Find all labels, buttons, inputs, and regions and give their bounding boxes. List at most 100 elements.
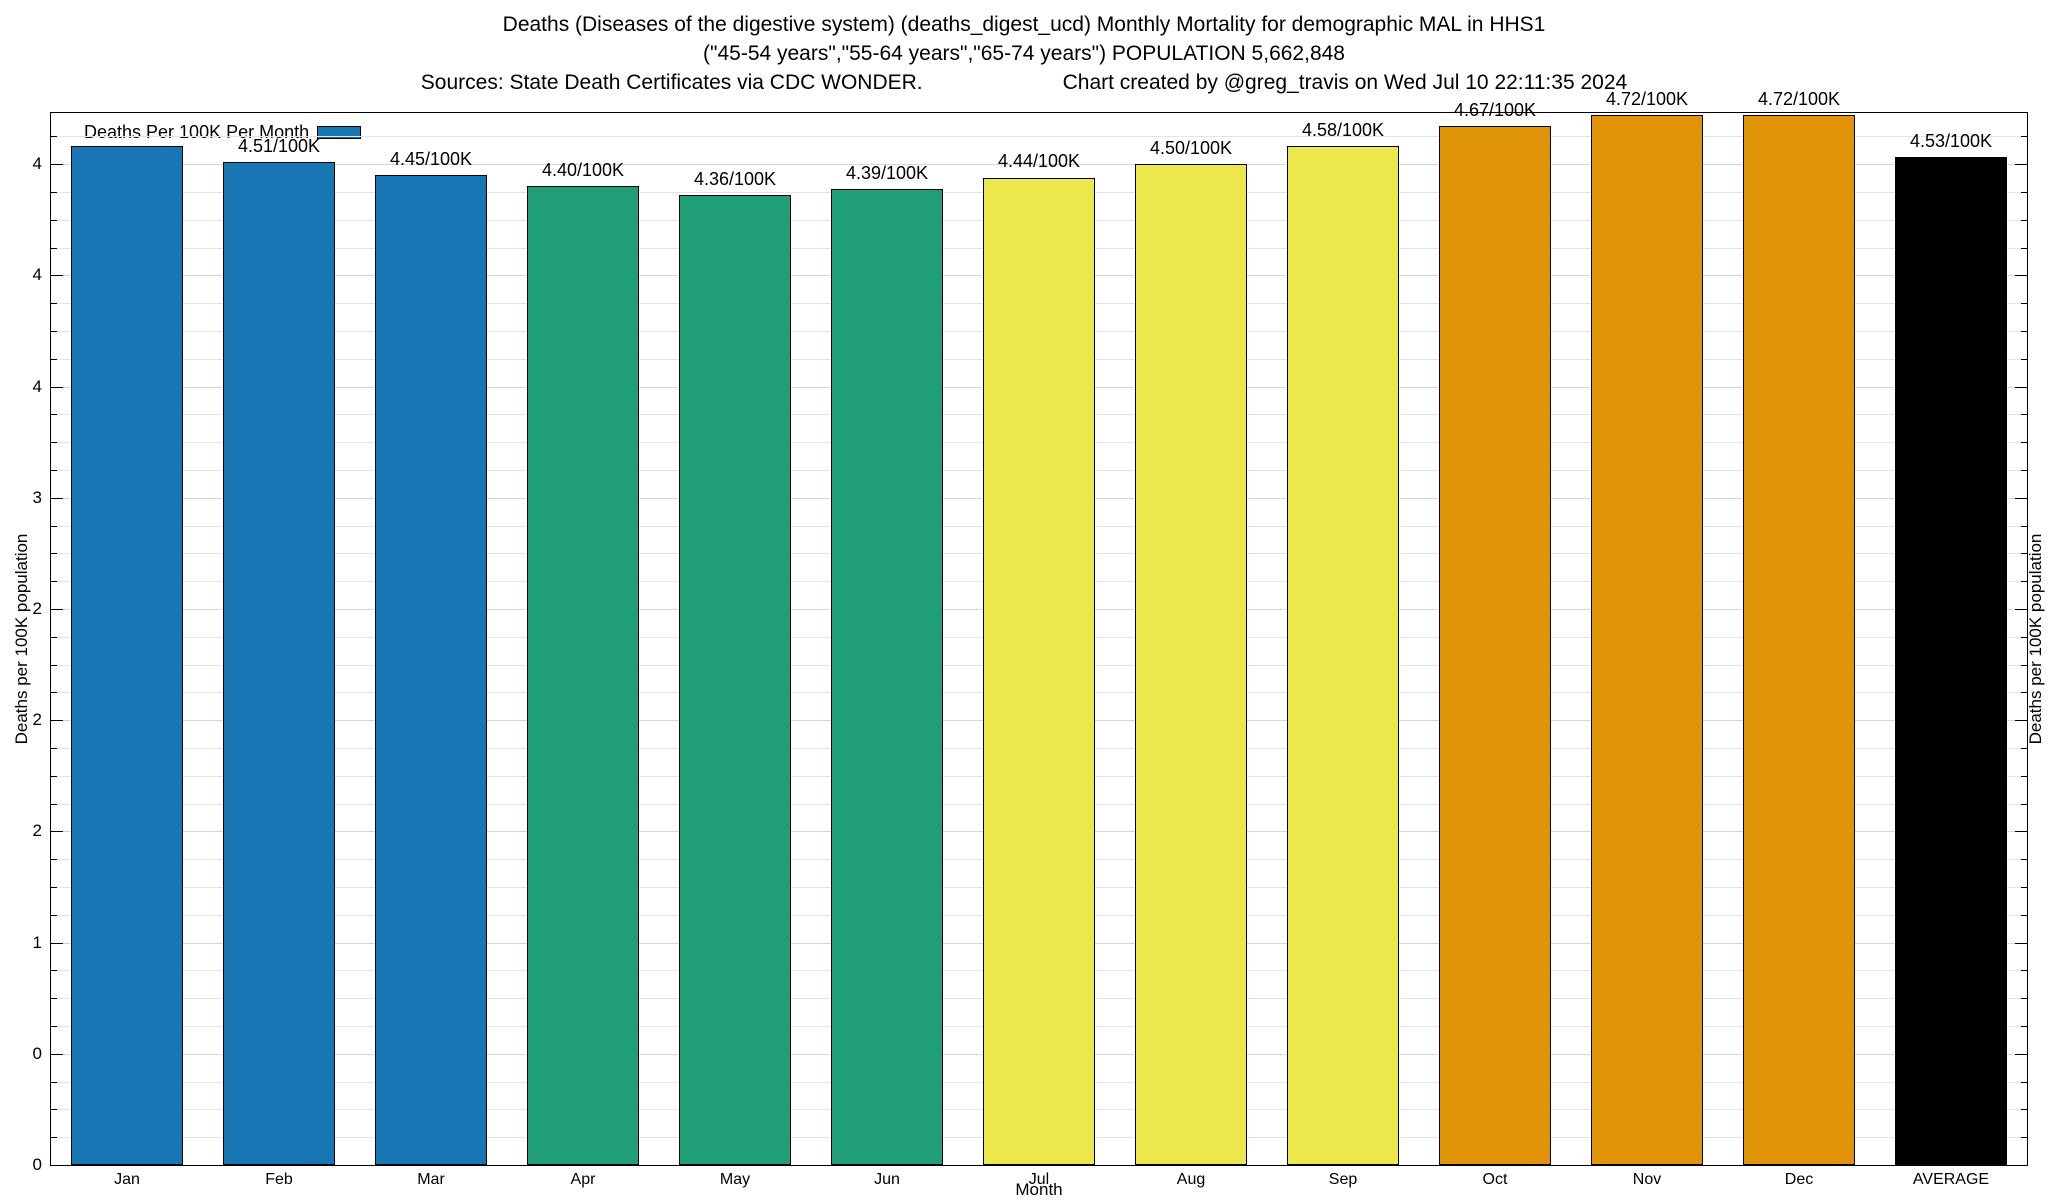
bar-value-label: 4.67/100K bbox=[1453, 100, 1537, 121]
y-axis-tick-left bbox=[51, 219, 57, 221]
x-category-label: Nov bbox=[1632, 1171, 1662, 1188]
y-axis-tick-right bbox=[2021, 553, 2027, 555]
bar-value-label: 4.72/100K bbox=[1605, 89, 1689, 110]
y-tick-label: 4 bbox=[32, 265, 42, 285]
bar-average bbox=[1894, 157, 2008, 1165]
y-axis-tick-left bbox=[51, 303, 57, 305]
bar-value-label: 4.44/100K bbox=[997, 151, 1081, 172]
plot-area: Deaths Per 100K Per Month 4.51/100K 4.45/… bbox=[50, 89, 2028, 1166]
y-axis-tick-right bbox=[2021, 1137, 2027, 1139]
y-axis-tick-left bbox=[51, 525, 57, 527]
y-axis-tick-right bbox=[2021, 886, 2027, 888]
y-axis-tick-right bbox=[2021, 219, 2027, 221]
bar-apr bbox=[526, 186, 640, 1165]
y-axis-tick-left bbox=[51, 414, 57, 416]
y-axis-tick-left bbox=[51, 358, 57, 360]
y-axis-tick-left bbox=[51, 831, 63, 833]
y-axis-tick-right bbox=[2015, 275, 2027, 277]
y-axis-tick-left bbox=[51, 581, 57, 583]
bar-value-label: 4.53/100K bbox=[1909, 131, 1993, 152]
y-axis-tick-right bbox=[2021, 581, 2027, 583]
bar-jun bbox=[830, 188, 944, 1165]
bar-value-label: 4.39/100K bbox=[845, 162, 929, 183]
chart-titles: Deaths (Diseases of the digestive system… bbox=[0, 10, 2048, 97]
y-tick-label: 2 bbox=[32, 598, 42, 618]
y-axis-tick-left bbox=[51, 803, 57, 805]
y-axis-tick-right bbox=[2015, 942, 2027, 944]
y-tick-label: 0 bbox=[32, 1155, 42, 1174]
y-axis-tick-right bbox=[2021, 636, 2027, 638]
y-axis-tick-left bbox=[51, 998, 57, 1000]
y-tick-label: 2 bbox=[32, 821, 42, 841]
y-axis-tick-left bbox=[51, 664, 57, 666]
y-axis-tick-left bbox=[51, 1081, 57, 1083]
y-axis-tick-right bbox=[2021, 191, 2027, 193]
bar-aug bbox=[1134, 164, 1248, 1165]
y-axis-tick-left bbox=[51, 247, 57, 249]
x-category-label: Jul bbox=[1028, 1171, 1050, 1188]
bar-sep bbox=[1286, 146, 1400, 1165]
y-axis-tick-left bbox=[51, 275, 63, 277]
bar-jul bbox=[982, 177, 1096, 1165]
gridline bbox=[51, 136, 2027, 138]
y-axis-tick-left bbox=[51, 191, 57, 193]
y-tick-label: 4 bbox=[32, 154, 42, 174]
x-category-label: Jun bbox=[874, 1171, 900, 1188]
x-category-label: Sep bbox=[1328, 1171, 1358, 1188]
y-axis-tick-left bbox=[51, 136, 57, 138]
y-tick-label: 2 bbox=[32, 710, 42, 730]
x-category-label: Aug bbox=[1176, 1171, 1206, 1188]
chart-sources-note: Sources: State Death Certificates via CD… bbox=[420, 71, 923, 94]
x-category-label: Dec bbox=[1784, 1171, 1814, 1188]
y-axis-tick-right bbox=[2015, 164, 2027, 166]
y-axis-tick-right bbox=[2015, 831, 2027, 833]
y-axis-tick-right bbox=[2021, 525, 2027, 527]
bar-nov bbox=[1590, 115, 1704, 1165]
y-tick-label: 3 bbox=[32, 487, 42, 507]
y-axis-tick-left bbox=[51, 164, 63, 166]
y-axis-tick-right bbox=[2021, 692, 2027, 694]
y-axis-tick-left bbox=[51, 970, 57, 972]
chart-credit-note: Chart created by @greg_travis on Wed Jul… bbox=[1062, 71, 1628, 94]
bar-value-label: 4.36/100K bbox=[693, 169, 777, 190]
chart-title-line3: Sources: State Death Certificates via CD… bbox=[0, 68, 2048, 97]
y-axis-tick-right bbox=[2021, 859, 2027, 861]
y-axis-tick-right bbox=[2021, 358, 2027, 360]
y-axis-tick-left bbox=[51, 442, 57, 444]
y-axis-tick-right bbox=[2021, 1109, 2027, 1111]
y-axis-tick-right bbox=[2021, 330, 2027, 332]
bar-value-label: 4.40/100K bbox=[541, 160, 625, 181]
y-axis-tick-right bbox=[2021, 664, 2027, 666]
y-axis-tick-left bbox=[51, 1025, 57, 1027]
y-axis-tick-left bbox=[51, 859, 57, 861]
y-axis-tick-left bbox=[51, 720, 63, 722]
y-axis-tick-left bbox=[51, 747, 57, 749]
y-axis-tick-left bbox=[51, 914, 57, 916]
y-axis-tick-left bbox=[51, 1137, 57, 1139]
y-axis-tick-left bbox=[51, 636, 57, 638]
y-axis-tick-right bbox=[2021, 914, 2027, 916]
y-axis-label-right: Deaths per 100K population bbox=[2026, 533, 2045, 745]
y-axis-tick-right bbox=[2021, 998, 2027, 1000]
y-axis-tick-left bbox=[51, 497, 63, 499]
bar-value-label: 4.45/100K bbox=[389, 149, 473, 170]
y-axis-tick-left bbox=[51, 692, 57, 694]
bar-mar bbox=[374, 175, 488, 1165]
bar-value-label: 4.50/100K bbox=[1149, 138, 1233, 159]
bar-dec bbox=[1742, 115, 1856, 1165]
y-axis-tick-right bbox=[2015, 1053, 2027, 1055]
x-category-label: Feb bbox=[265, 1171, 293, 1188]
bar-value-label: 4.51/100K bbox=[237, 135, 321, 156]
y-axis-tick-right bbox=[2021, 747, 2027, 749]
bar-jan bbox=[70, 146, 184, 1165]
y-axis-tick-left bbox=[51, 1053, 63, 1055]
y-axis-tick-right bbox=[2015, 497, 2027, 499]
bar-feb bbox=[222, 161, 336, 1165]
y-tick-label: 1 bbox=[32, 932, 42, 952]
y-axis-tick-left bbox=[51, 386, 63, 388]
y-axis-tick-left bbox=[51, 942, 63, 944]
bar-may bbox=[678, 195, 792, 1165]
y-axis-tick-right bbox=[2021, 303, 2027, 305]
bar-value-label: 4.58/100K bbox=[1301, 120, 1385, 141]
